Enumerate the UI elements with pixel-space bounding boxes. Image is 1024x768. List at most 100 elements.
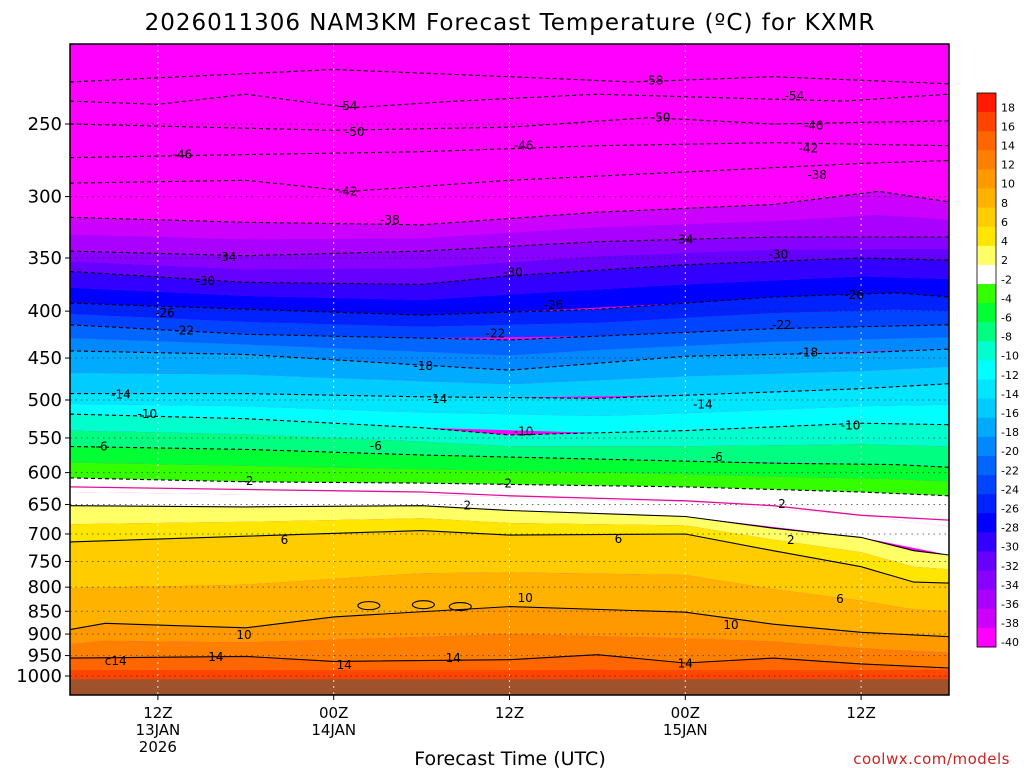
colorbar-swatch (977, 303, 996, 323)
colorbar-tick-label: -36 (1001, 598, 1019, 611)
contour-label: -6 (370, 439, 382, 453)
contour-label: -30 (503, 265, 523, 279)
y-tick-label: 350 (28, 248, 62, 269)
contour-label: -46 (514, 139, 534, 153)
contour-label: -50 (345, 125, 365, 139)
isotherm-line (70, 257, 949, 285)
field-band (70, 191, 949, 240)
isotherm-line (70, 606, 949, 638)
colorbar-swatch (977, 226, 996, 247)
colorbar-tick-label: -38 (1001, 617, 1019, 630)
colorbar-swatch (977, 417, 996, 438)
contour-label: -10 (514, 424, 534, 438)
contour-label: -42 (799, 142, 819, 156)
colorbar-swatch (977, 264, 996, 285)
isotherm-line (70, 117, 949, 131)
x-tick-label: 12Z (846, 704, 875, 722)
x-tick-label: 14JAN (311, 721, 356, 739)
colorbar-tick-label: -22 (1001, 464, 1019, 477)
x-axis-label: Forecast Time (UTC) (414, 748, 605, 768)
isotherm-line (70, 68, 949, 85)
contour-label: -14 (111, 387, 131, 401)
x-tick-label: 2026 (139, 738, 177, 756)
colorbar-tick-label: 16 (1001, 120, 1015, 133)
contour-label: -22 (174, 324, 194, 338)
isotherm-line (70, 190, 949, 226)
colorbar-swatch (977, 341, 996, 361)
colorbar-swatch (977, 589, 996, 610)
isotherm-line (70, 159, 949, 192)
field-band (70, 309, 949, 339)
contour-label: -54 (338, 99, 358, 113)
colorbar-swatch (977, 245, 996, 266)
colorbar-tick-label: -16 (1001, 407, 1019, 420)
contour-label: -58 (644, 73, 664, 87)
contour-label: c14 (105, 654, 127, 668)
field-band (70, 414, 949, 447)
colorbar-tick-label: -40 (1001, 636, 1019, 649)
contour-label: -50 (651, 111, 671, 125)
colorbar-tick-label: -2 (1001, 273, 1012, 286)
field-band (70, 572, 949, 637)
field-band (70, 131, 949, 158)
contour-label: -46 (173, 148, 193, 162)
colorbar-tick-label: -10 (1001, 350, 1019, 363)
isotherm-line (70, 477, 949, 497)
contour-label: -14 (693, 398, 713, 412)
x-tick-label: 13JAN (136, 721, 181, 739)
field-band (70, 430, 949, 468)
colorbar-swatch (977, 207, 996, 228)
y-tick-label: 550 (28, 428, 62, 449)
y-tick-label: 700 (28, 524, 62, 545)
contour-label: -38 (380, 213, 400, 227)
field-band (70, 107, 949, 130)
contour-label: -22 (486, 326, 506, 340)
y-tick-label: 400 (28, 301, 62, 322)
colorbar-tick-label: -34 (1001, 579, 1019, 592)
y-tick-label: 900 (28, 624, 62, 645)
contour-label: 6 (615, 532, 623, 546)
colorbar-swatch (977, 322, 996, 342)
field-band (70, 214, 949, 256)
contour-label: 14 (337, 658, 352, 672)
colorbar-swatch (977, 188, 996, 209)
isotherm-line (70, 348, 949, 371)
x-tick-label: 12Z (143, 704, 172, 722)
colorbar-swatch (977, 169, 996, 190)
x-tick-label: 00Z (671, 704, 700, 722)
isotherm-line (70, 383, 949, 399)
contour-label: 6 (281, 533, 289, 547)
colorbar-tick-label: -18 (1001, 426, 1019, 439)
field-band (70, 462, 949, 496)
field-band (70, 153, 949, 187)
colorbar-frame (976, 92, 997, 648)
chart-title: 2026011306 NAM3KM Forecast Temperature (… (145, 10, 876, 36)
y-tick-label: 650 (28, 494, 62, 515)
colorbar-swatch (977, 150, 996, 170)
contour-label: -2 (242, 474, 254, 488)
isotherm-line (70, 324, 949, 341)
contour-label: -6 (711, 450, 723, 464)
field-band (70, 142, 949, 171)
credit-link[interactable]: coolwx.com/models (853, 750, 1010, 768)
contour-label: -2 (500, 477, 512, 491)
contour-label: -38 (807, 168, 827, 182)
y-tick-label: 800 (28, 577, 62, 598)
contour-label: -46 (804, 119, 824, 133)
y-tick-label: 300 (28, 187, 62, 208)
colorbar-swatch (977, 551, 996, 572)
colorbar-tick-label: 18 (1001, 101, 1015, 114)
colorbar-tick-label: -26 (1001, 503, 1019, 516)
field-band (70, 337, 949, 371)
colorbar-swatch (977, 608, 996, 629)
contour-label: 6 (836, 592, 844, 606)
y-tick-label: 450 (28, 348, 62, 369)
field-band (70, 404, 949, 433)
isotherm-line (70, 445, 949, 468)
y-tick-label: 500 (28, 390, 62, 411)
contour-label: 10 (236, 628, 251, 642)
contour-label: 14 (446, 651, 461, 665)
isotherm-line (70, 505, 949, 556)
field-band (70, 366, 949, 398)
